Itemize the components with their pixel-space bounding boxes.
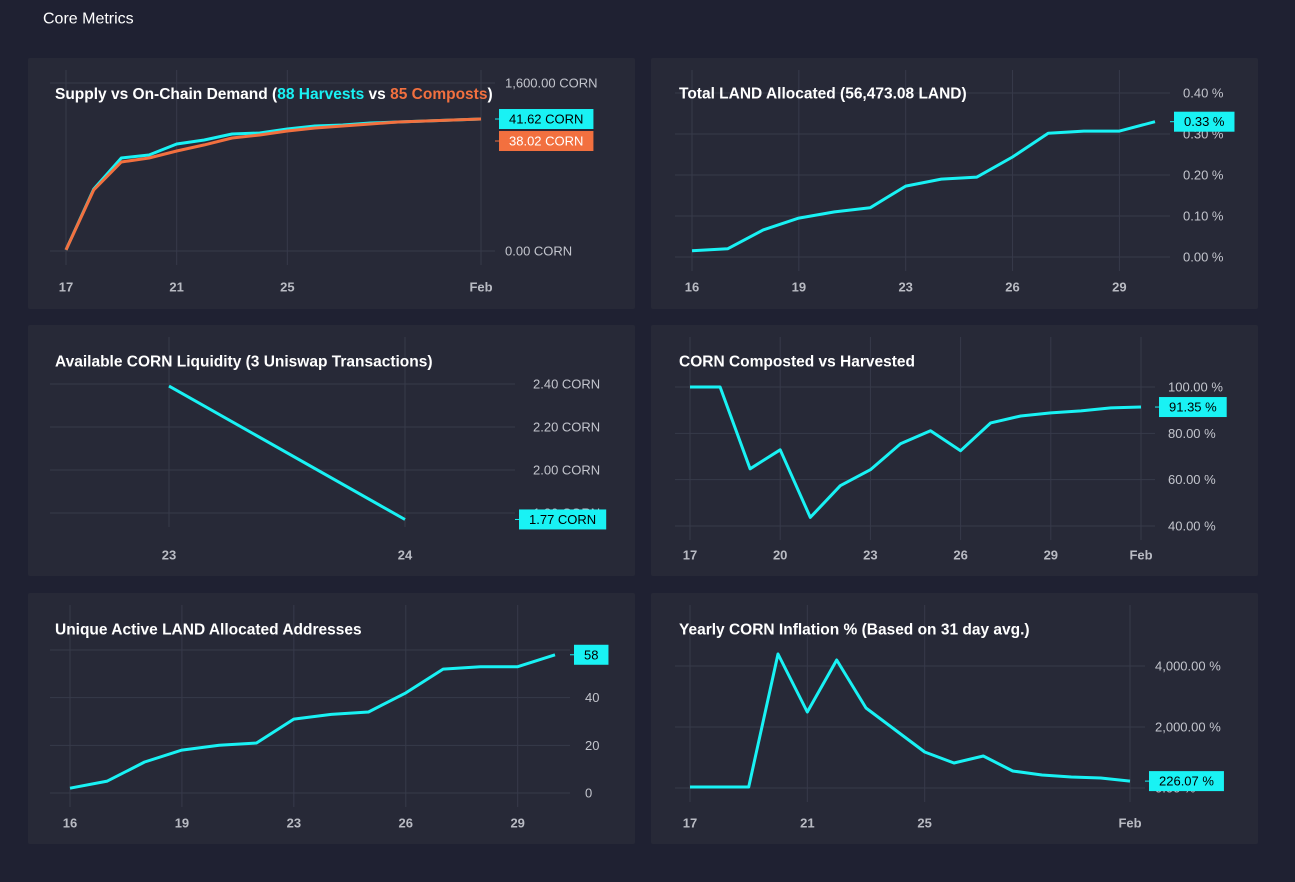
x-tick-label: 16 [685, 280, 699, 295]
title-part: 88 Harvests [277, 86, 364, 103]
x-tick-label: 29 [510, 816, 524, 831]
x-tick-label: 25 [917, 816, 931, 831]
x-tick-label: Feb [469, 280, 492, 295]
y-tick-label: 0.20 % [1183, 168, 1224, 183]
badge-label: 0.33 % [1184, 114, 1225, 129]
x-tick-label: 23 [898, 280, 912, 295]
x-tick-label: Feb [1118, 816, 1141, 831]
y-tick-label: 2,000.00 % [1155, 720, 1221, 735]
title-part: Supply vs On-Chain Demand ( [55, 86, 278, 103]
y-tick-label: 40 [585, 690, 599, 705]
x-tick-label: 25 [280, 280, 294, 295]
badge-label: 41.62 CORN [509, 112, 583, 127]
chart-title: CORN Composted vs Harvested [679, 354, 915, 371]
data-line [69, 653, 556, 790]
value-badge [1174, 111, 1235, 132]
panel [28, 593, 635, 844]
title-part: 85 Composts [390, 86, 487, 103]
x-tick-label: 21 [169, 280, 183, 295]
x-tick-label: 23 [287, 816, 301, 831]
value-badge [499, 109, 594, 130]
y-tick-label: 4,000.00 % [1155, 659, 1221, 674]
data-line [690, 385, 1142, 519]
badge-label: 1.77 CORN [529, 512, 596, 527]
x-tick-label: 21 [800, 816, 814, 831]
y-tick-label: 0.00 % [1183, 250, 1224, 265]
y-tick-label: 2.00 CORN [533, 463, 600, 478]
x-tick-label: 20 [773, 548, 787, 563]
x-tick-label: 23 [863, 548, 877, 563]
badge-label: 58 [584, 647, 598, 662]
value-badge [1149, 771, 1224, 792]
y-tick-label: 2.40 CORN [533, 377, 600, 392]
panel [28, 58, 635, 309]
x-tick-label: 16 [63, 816, 77, 831]
chart-title: Supply vs On-Chain Demand (88 Harvests v… [55, 86, 493, 103]
x-tick-label: 17 [59, 280, 73, 295]
y-tick-label: 40.00 % [1168, 519, 1216, 534]
chart-title: Yearly CORN Inflation % (Based on 31 day… [679, 622, 1030, 639]
badge-label: 226.07 % [1159, 774, 1214, 789]
chart-title: Total LAND Allocated (56,473.08 LAND) [679, 86, 967, 103]
data-line [690, 652, 1131, 789]
y-tick-label: 20 [585, 738, 599, 753]
x-tick-label: 26 [399, 816, 413, 831]
x-tick-label: 19 [792, 280, 806, 295]
x-tick-label: 19 [175, 816, 189, 831]
chart-title: Unique Active LAND Allocated Addresses [55, 622, 362, 639]
title-part: ) [487, 86, 492, 103]
x-tick-label: 29 [1112, 280, 1126, 295]
x-tick-label: 26 [953, 548, 967, 563]
y-tick-label: 80.00 % [1168, 426, 1216, 441]
panel [651, 593, 1258, 844]
page-title: Core Metrics [43, 11, 134, 28]
y-tick-label: 0 [585, 786, 592, 801]
value-badge [1159, 397, 1227, 418]
panel [651, 325, 1258, 576]
data-line [64, 117, 482, 251]
panel [651, 58, 1258, 309]
x-tick-label: 17 [683, 816, 697, 831]
value-badge [574, 644, 609, 665]
y-tick-label: 60.00 % [1168, 472, 1216, 487]
y-tick-label: 0.40 % [1183, 86, 1224, 101]
chart-title: Available CORN Liquidity (3 Uniswap Tran… [55, 354, 433, 371]
value-badge [499, 131, 594, 152]
y-tick-label: 0.10 % [1183, 209, 1224, 224]
y-tick-label: 2.20 CORN [533, 420, 600, 435]
badge-label: 91.35 % [1169, 400, 1217, 415]
data-line [691, 120, 1156, 253]
y-tick-label: 100.00 % [1168, 380, 1223, 395]
data-line [168, 384, 406, 521]
x-tick-label: 23 [162, 548, 176, 563]
y-tick-label: 0.00 CORN [505, 244, 572, 259]
y-tick-label: 1,600.00 CORN [505, 76, 598, 91]
badge-label: 38.02 CORN [509, 134, 583, 149]
value-badge [519, 509, 607, 530]
title-part: vs [364, 86, 390, 103]
x-tick-label: 29 [1044, 548, 1058, 563]
x-tick-label: 17 [683, 548, 697, 563]
x-tick-label: 26 [1005, 280, 1019, 295]
x-tick-label: 24 [398, 548, 413, 563]
x-tick-label: Feb [1129, 548, 1152, 563]
